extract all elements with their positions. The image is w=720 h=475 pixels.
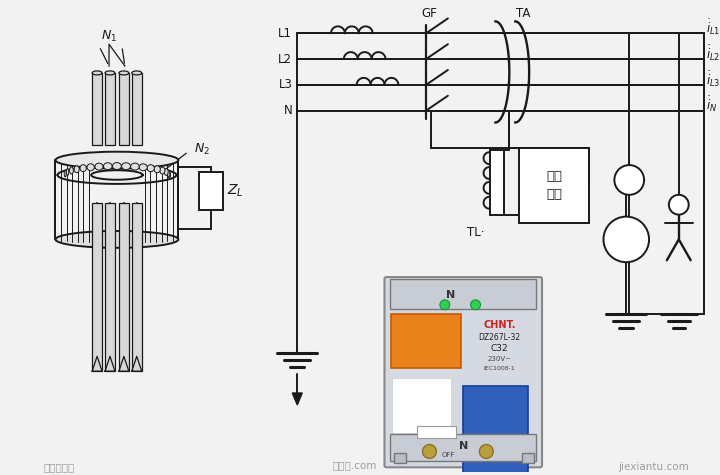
- Ellipse shape: [95, 163, 103, 170]
- Ellipse shape: [164, 169, 168, 175]
- Polygon shape: [105, 356, 115, 371]
- Text: $\dot{i}_{N}$: $\dot{i}_{N}$: [706, 95, 717, 114]
- Polygon shape: [292, 393, 302, 405]
- Ellipse shape: [119, 71, 129, 75]
- Circle shape: [440, 300, 450, 310]
- Polygon shape: [92, 356, 102, 371]
- Bar: [92, 73, 102, 145]
- Text: OFF: OFF: [441, 452, 454, 458]
- Text: $N_1$: $N_1$: [101, 28, 117, 44]
- Text: 230V~: 230V~: [487, 356, 511, 362]
- Ellipse shape: [132, 71, 142, 75]
- Text: L2: L2: [279, 53, 292, 66]
- Ellipse shape: [66, 169, 68, 175]
- Bar: [119, 73, 129, 145]
- Bar: [390, 279, 536, 309]
- Bar: [417, 426, 456, 437]
- Text: N: N: [459, 440, 468, 450]
- Polygon shape: [119, 356, 129, 371]
- Polygon shape: [132, 356, 142, 371]
- Ellipse shape: [168, 170, 170, 177]
- Ellipse shape: [147, 165, 154, 171]
- Bar: [390, 434, 536, 461]
- Ellipse shape: [122, 163, 130, 170]
- Text: IEC1008-1: IEC1008-1: [483, 366, 516, 370]
- Circle shape: [603, 217, 649, 262]
- Text: TL·: TL·: [467, 226, 485, 239]
- Text: N: N: [446, 290, 456, 300]
- Text: DZ267L-32: DZ267L-32: [478, 333, 521, 342]
- Text: C32: C32: [490, 344, 508, 353]
- Ellipse shape: [55, 152, 179, 169]
- Bar: [132, 73, 142, 145]
- Circle shape: [480, 445, 493, 458]
- Text: jiexiantu.com: jiexiantu.com: [618, 462, 689, 472]
- Ellipse shape: [139, 164, 147, 171]
- Ellipse shape: [55, 231, 179, 248]
- Bar: [119, 203, 129, 371]
- Bar: [463, 386, 528, 475]
- Text: N: N: [284, 104, 292, 117]
- Text: L3: L3: [279, 78, 292, 91]
- Bar: [392, 314, 461, 368]
- Bar: [92, 203, 102, 371]
- Bar: [132, 203, 142, 371]
- Ellipse shape: [104, 163, 112, 170]
- Bar: [395, 454, 406, 463]
- Ellipse shape: [80, 165, 86, 171]
- Bar: [490, 150, 505, 215]
- Text: 接线图.com: 接线图.com: [333, 460, 377, 470]
- Ellipse shape: [130, 163, 139, 170]
- Text: 中间
环节: 中间 环节: [546, 170, 562, 201]
- Bar: [392, 378, 451, 433]
- Text: 电子发烧网: 电子发烧网: [44, 462, 75, 472]
- Bar: [522, 281, 534, 291]
- Ellipse shape: [168, 171, 171, 179]
- Circle shape: [471, 300, 480, 310]
- Bar: [395, 281, 406, 291]
- Ellipse shape: [154, 166, 161, 173]
- Text: $Z_L$: $Z_L$: [227, 183, 243, 199]
- Circle shape: [669, 195, 689, 215]
- Ellipse shape: [160, 167, 165, 174]
- Circle shape: [423, 445, 436, 458]
- Ellipse shape: [74, 166, 79, 173]
- Ellipse shape: [92, 71, 102, 75]
- Text: $N_2$: $N_2$: [194, 142, 210, 157]
- Bar: [522, 454, 534, 463]
- Text: M: M: [618, 232, 634, 247]
- Ellipse shape: [70, 167, 73, 174]
- Text: $\dot{i}_{L3}$: $\dot{i}_{L3}$: [706, 69, 720, 89]
- Text: GF: GF: [421, 7, 437, 20]
- Ellipse shape: [87, 164, 94, 171]
- Ellipse shape: [112, 162, 122, 170]
- Bar: [105, 203, 115, 371]
- Bar: [199, 172, 223, 209]
- FancyBboxPatch shape: [384, 277, 542, 467]
- Bar: [105, 73, 115, 145]
- Text: L1: L1: [279, 27, 292, 40]
- Circle shape: [614, 165, 644, 195]
- Ellipse shape: [64, 170, 66, 177]
- Text: $\dot{i}_{L2}$: $\dot{i}_{L2}$: [706, 43, 720, 63]
- Text: CHNT.: CHNT.: [483, 320, 516, 330]
- Text: $\dot{i}_{L1}$: $\dot{i}_{L1}$: [706, 18, 720, 37]
- Text: TA: TA: [516, 7, 531, 20]
- Ellipse shape: [105, 71, 115, 75]
- Bar: [519, 148, 589, 223]
